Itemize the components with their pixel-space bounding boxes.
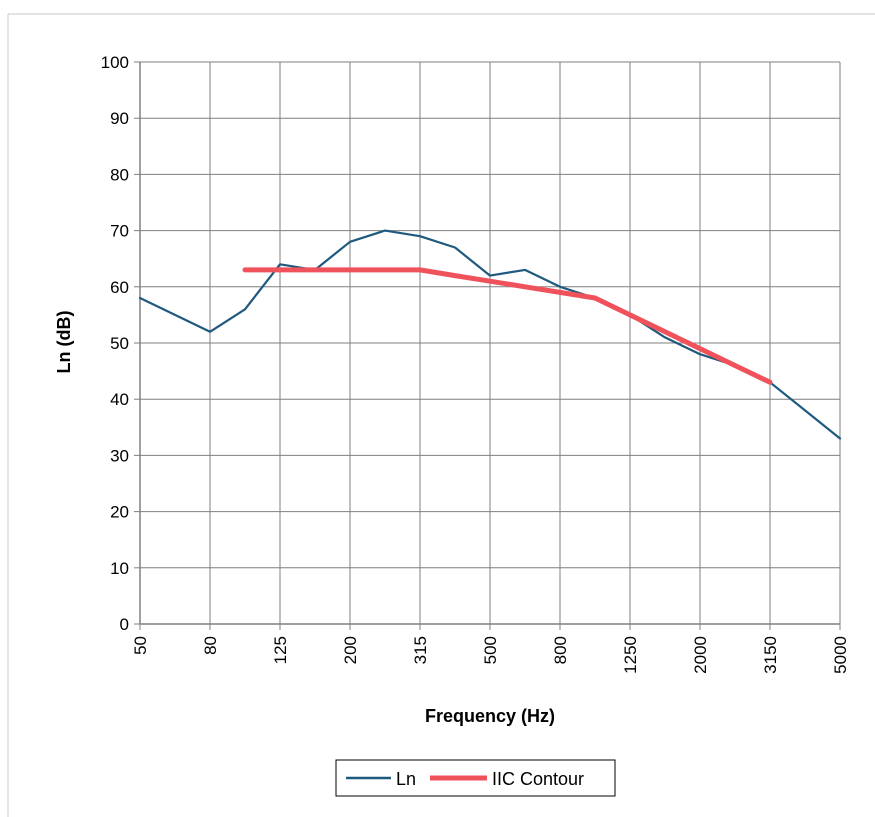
y-tick-label: 70 [110, 222, 129, 241]
legend-ln-label: Ln [396, 769, 416, 789]
y-tick-label: 60 [110, 278, 129, 297]
y-tick-label: 100 [101, 53, 129, 72]
y-tick-label: 0 [120, 615, 129, 634]
y-tick-labels: 0 10 20 30 40 50 60 70 80 90 100 [101, 53, 129, 634]
y-tick-label: 10 [110, 559, 129, 578]
x-tick-labels: 50 80 125 200 315 500 800 1250 2000 3150 5000 [131, 636, 850, 674]
x-tick-label: 315 [411, 636, 430, 664]
legend-iic-label: IIC Contour [492, 769, 584, 789]
x-tick-label: 125 [271, 636, 290, 664]
series-lines [138, 229, 842, 440]
y-tick-label: 50 [110, 334, 129, 353]
x-tick-label: 2000 [691, 636, 710, 674]
x-tick-label: 500 [481, 636, 500, 664]
x-axis-title: Frequency (Hz) [425, 706, 555, 726]
x-tick-label: 3150 [761, 636, 780, 674]
y-tick-label: 30 [110, 446, 129, 465]
plot-area: 0 10 20 30 40 50 60 70 80 90 100 50 80 125 200 315 500 8… [101, 53, 850, 674]
legend: Ln IIC Contour [335, 759, 616, 797]
y-tick-label: 90 [110, 109, 129, 128]
y-tick-label: 20 [110, 503, 129, 522]
x-tick-label: 50 [131, 636, 150, 655]
x-tick-label: 5000 [831, 636, 850, 674]
x-tick-label: 800 [551, 636, 570, 664]
x-tick-label: 200 [341, 636, 360, 664]
gridlines [140, 61, 841, 625]
x-tick-label: 80 [201, 636, 220, 655]
x-tick-label: 1250 [621, 636, 640, 674]
series-line-iic-contour [242, 267, 773, 385]
axes [134, 61, 841, 630]
y-tick-label: 80 [110, 165, 129, 184]
y-axis-title: Ln (dB) [54, 311, 74, 374]
y-tick-label: 40 [110, 390, 129, 409]
